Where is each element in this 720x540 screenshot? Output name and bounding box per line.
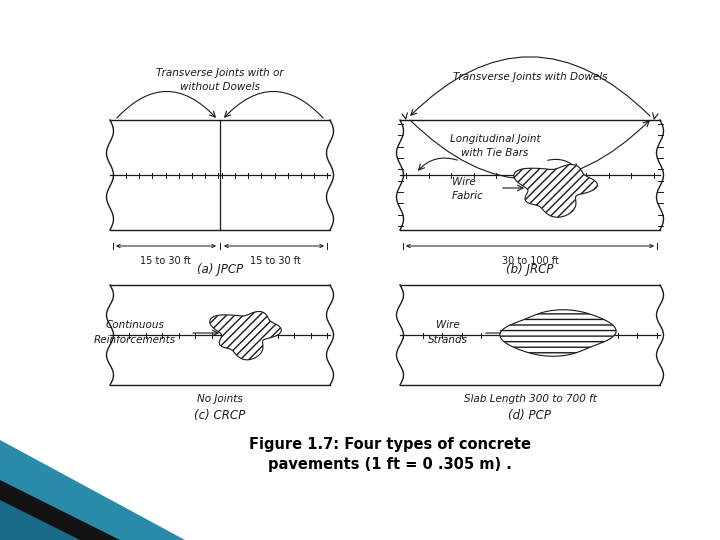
Text: Continuous: Continuous [106, 320, 164, 330]
Text: (d) PCP: (d) PCP [508, 408, 552, 422]
Text: 15 to 30 ft: 15 to 30 ft [250, 256, 300, 266]
Text: without Dowels: without Dowels [180, 82, 260, 92]
Polygon shape [0, 480, 120, 540]
Text: Transverse Joints with Dowels: Transverse Joints with Dowels [453, 72, 607, 82]
Polygon shape [210, 312, 282, 360]
Text: (a) JPCP: (a) JPCP [197, 264, 243, 276]
Text: 30 to 100 ft: 30 to 100 ft [502, 256, 559, 266]
Text: with Tie Bars: with Tie Bars [462, 148, 528, 158]
Polygon shape [0, 440, 185, 540]
Polygon shape [0, 500, 80, 540]
Text: 15 to 30 ft: 15 to 30 ft [140, 256, 190, 266]
Text: (b) JRCP: (b) JRCP [506, 264, 554, 276]
Text: Longitudinal Joint: Longitudinal Joint [450, 134, 540, 144]
Text: Fabric: Fabric [452, 191, 484, 201]
Text: (c) CRCP: (c) CRCP [194, 408, 246, 422]
Polygon shape [514, 165, 598, 217]
Text: Figure 1.7: Four types of concrete: Figure 1.7: Four types of concrete [249, 437, 531, 453]
Text: Strands: Strands [428, 335, 468, 345]
Text: Slab Length 300 to 700 ft: Slab Length 300 to 700 ft [464, 394, 596, 404]
Text: Wire: Wire [436, 320, 460, 330]
Text: Wire: Wire [452, 177, 476, 187]
Text: No Joints: No Joints [197, 394, 243, 404]
Text: Transverse Joints with or: Transverse Joints with or [156, 68, 284, 78]
Text: pavements (1 ft = 0 .305 m) .: pavements (1 ft = 0 .305 m) . [268, 457, 512, 472]
Polygon shape [500, 310, 616, 356]
Text: Reinforcements: Reinforcements [94, 335, 176, 345]
